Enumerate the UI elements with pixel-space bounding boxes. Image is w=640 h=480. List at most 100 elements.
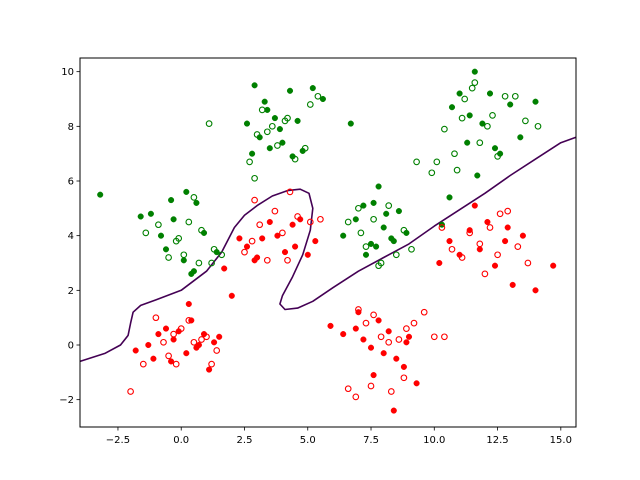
data-point xyxy=(127,388,134,395)
series-green-filled xyxy=(97,68,539,277)
x-tick-label: 15.0 xyxy=(550,435,572,446)
data-point xyxy=(268,122,276,130)
data-point xyxy=(261,98,268,105)
data-point xyxy=(375,317,382,324)
data-point xyxy=(221,265,228,272)
data-point xyxy=(291,155,299,163)
data-point xyxy=(286,188,294,196)
x-tick-label: 7.5 xyxy=(363,435,379,446)
data-point xyxy=(504,207,512,215)
y-axis: −2 0 2 4 6 8 10 xyxy=(59,67,80,406)
decision-boundary-layer xyxy=(79,136,577,363)
data-point xyxy=(147,210,154,217)
data-point xyxy=(340,331,347,338)
data-point xyxy=(484,218,491,226)
data-point xyxy=(370,372,377,379)
points-layer xyxy=(97,68,557,414)
data-point xyxy=(198,226,205,234)
data-point xyxy=(413,158,420,166)
data-point xyxy=(479,120,486,127)
data-point xyxy=(474,172,481,179)
data-point xyxy=(249,150,256,157)
data-point xyxy=(145,341,152,349)
data-point xyxy=(210,245,218,253)
y-tick-label: 10 xyxy=(61,67,74,78)
data-point xyxy=(97,191,104,198)
y-tick-label: 4 xyxy=(68,231,74,242)
data-point xyxy=(385,328,392,335)
data-point xyxy=(383,210,390,217)
data-point xyxy=(266,145,273,152)
data-point xyxy=(183,350,190,357)
data-point xyxy=(259,235,266,242)
data-point xyxy=(263,256,271,264)
x-axis: −2.5 0.0 2.5 5.0 7.5 10.0 12.5 15.0 xyxy=(106,427,572,446)
data-point xyxy=(380,224,387,231)
data-point xyxy=(162,325,170,332)
data-point xyxy=(276,126,283,133)
data-point xyxy=(281,117,289,125)
data-point xyxy=(352,216,359,223)
plot-frame xyxy=(79,57,577,428)
data-point xyxy=(203,333,210,341)
x-tick-label: 0.0 xyxy=(173,435,189,446)
data-point xyxy=(400,363,407,370)
data-point xyxy=(403,339,410,346)
data-point xyxy=(327,322,334,329)
data-point xyxy=(458,254,466,261)
data-point xyxy=(168,358,175,365)
data-point xyxy=(486,90,494,97)
data-point xyxy=(524,259,532,267)
data-point xyxy=(309,85,316,92)
data-point xyxy=(395,336,403,343)
data-point xyxy=(274,232,281,239)
data-point xyxy=(405,333,413,340)
data-point xyxy=(274,142,281,149)
data-point xyxy=(180,251,188,259)
data-point xyxy=(496,210,504,218)
data-point xyxy=(408,245,415,253)
data-point xyxy=(284,256,291,264)
x-tick-label: 5.0 xyxy=(300,435,316,446)
data-point xyxy=(436,259,443,267)
data-point xyxy=(312,238,319,245)
data-point xyxy=(352,393,360,401)
x-tick-label: 12.5 xyxy=(486,435,508,446)
data-point xyxy=(532,287,539,294)
data-point xyxy=(317,215,324,223)
data-point xyxy=(344,385,352,393)
data-point xyxy=(352,325,359,332)
data-point xyxy=(501,92,509,100)
data-point xyxy=(370,199,377,206)
y-tick-label: 6 xyxy=(68,177,74,188)
data-point xyxy=(243,120,251,127)
data-point xyxy=(165,352,172,360)
data-point xyxy=(246,158,253,166)
data-point xyxy=(254,254,261,261)
data-point xyxy=(190,194,198,201)
data-point xyxy=(289,221,296,228)
data-point xyxy=(281,249,289,256)
data-point xyxy=(185,317,193,324)
data-point xyxy=(152,314,160,322)
data-point xyxy=(213,347,221,354)
data-point xyxy=(185,218,193,226)
data-point xyxy=(155,331,162,338)
data-point xyxy=(375,183,382,190)
data-point xyxy=(168,197,175,204)
data-point xyxy=(433,158,441,166)
data-point xyxy=(304,251,311,258)
data-point xyxy=(340,232,347,239)
data-point xyxy=(446,194,453,201)
data-point xyxy=(466,112,473,119)
data-point xyxy=(471,79,479,86)
data-point xyxy=(319,95,326,103)
data-point xyxy=(390,238,397,245)
data-point xyxy=(403,325,410,332)
data-point xyxy=(175,235,183,242)
data-point xyxy=(355,306,362,313)
data-point xyxy=(494,251,501,259)
data-point xyxy=(489,112,496,119)
data-point xyxy=(218,251,226,259)
